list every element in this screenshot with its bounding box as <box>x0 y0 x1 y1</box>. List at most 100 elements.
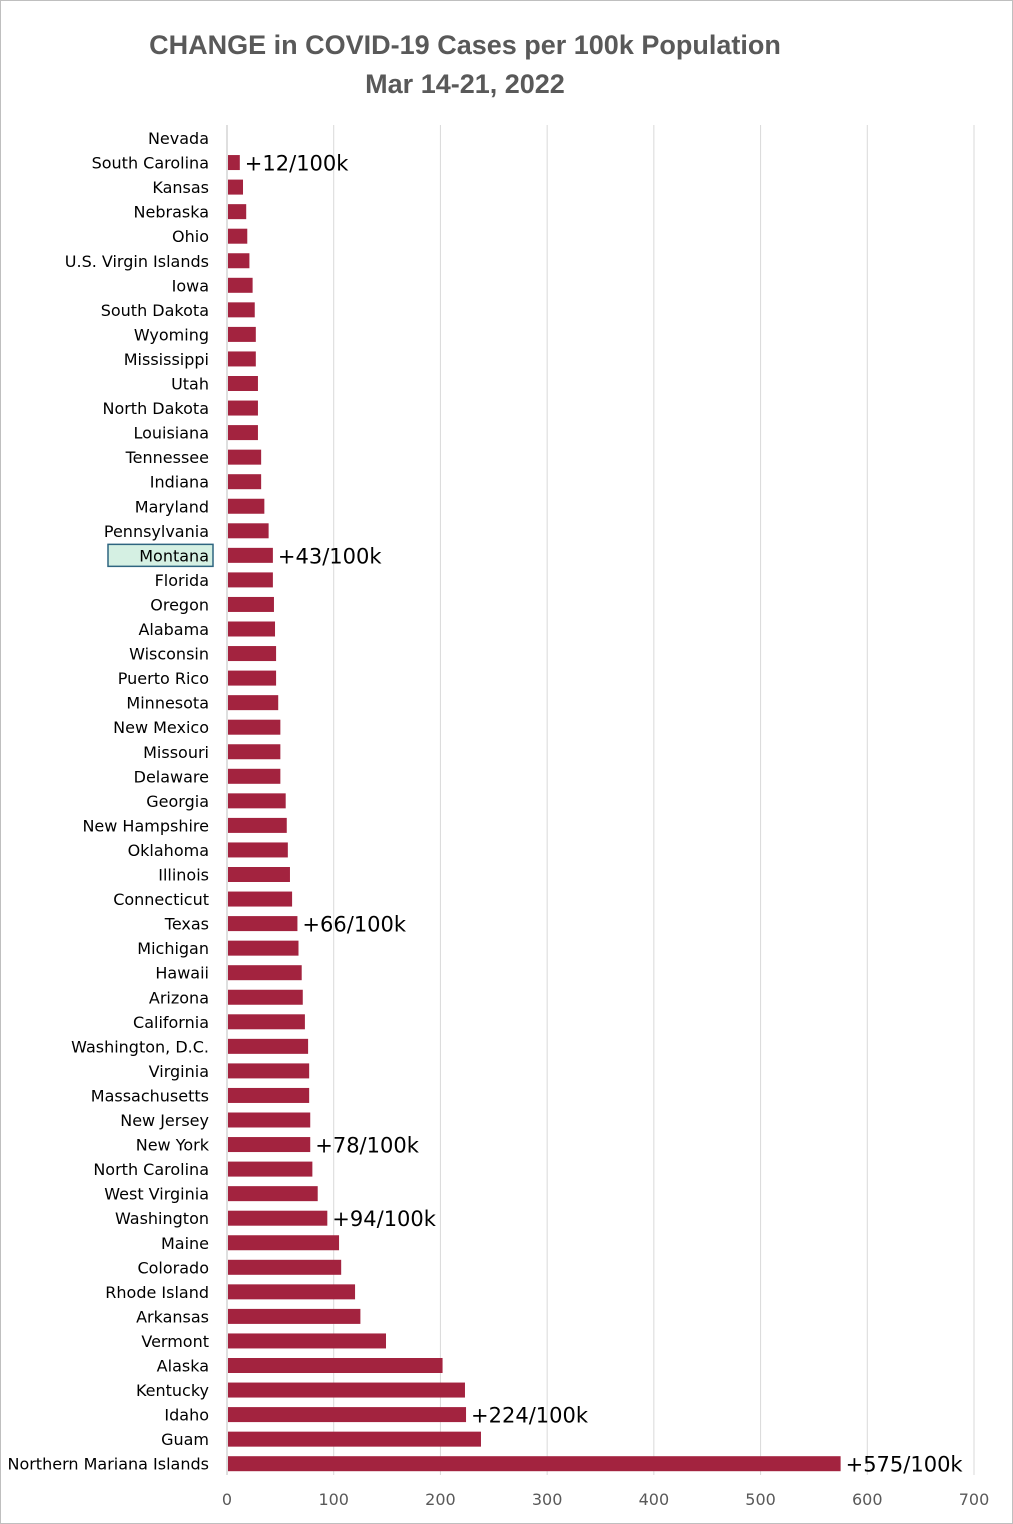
bar-utah <box>228 376 258 391</box>
bar-washington <box>228 1210 328 1226</box>
chart-title: CHANGE in COVID-19 Cases per 100k Popula… <box>149 30 781 60</box>
category-label-vermont: Vermont <box>141 1332 209 1351</box>
bar-northern-mariana-islands <box>228 1456 841 1472</box>
category-label-new-york: New York <box>136 1136 210 1155</box>
x-tick-label-200: 200 <box>425 1490 456 1509</box>
category-label-rhode-island: Rhode Island <box>105 1283 209 1302</box>
category-label-kansas: Kansas <box>152 178 209 197</box>
data-label-texas: +66/100k <box>302 913 406 937</box>
bar-oklahoma <box>228 842 288 858</box>
category-label-hawaii: Hawaii <box>155 964 209 983</box>
bar-tennessee <box>228 449 262 465</box>
category-label-minnesota: Minnesota <box>126 694 209 713</box>
category-label-guam: Guam <box>161 1430 209 1449</box>
bar-kansas <box>228 179 244 195</box>
bar-puerto-rico <box>228 670 277 686</box>
category-label-texas: Texas <box>164 915 209 934</box>
gridlines <box>226 125 975 1475</box>
category-label-mississippi: Mississippi <box>124 350 209 369</box>
category-label-michigan: Michigan <box>137 939 209 958</box>
bar-new-jersey <box>228 1112 311 1128</box>
chart-subtitle: Mar 14-21, 2022 <box>365 69 565 99</box>
x-tick-label-700: 700 <box>959 1490 990 1509</box>
bar-montana <box>228 547 273 563</box>
bar-wisconsin <box>228 646 277 662</box>
bar-vermont <box>228 1333 387 1349</box>
data-label-south-carolina: +12/100k <box>245 152 349 176</box>
category-label-oregon: Oregon <box>150 595 209 614</box>
category-label-north-carolina: North Carolina <box>93 1160 209 1179</box>
bar-virginia <box>228 1063 310 1079</box>
bar-illinois <box>228 867 290 882</box>
category-label-massachusetts: Massachusetts <box>91 1086 209 1105</box>
category-label-new-mexico: New Mexico <box>113 718 209 737</box>
category-label-iowa: Iowa <box>172 276 209 295</box>
category-label-missouri: Missouri <box>143 743 209 762</box>
bar-michigan <box>228 940 299 956</box>
category-label-florida: Florida <box>155 571 209 590</box>
bar-florida <box>228 572 273 588</box>
category-label-west-virginia: West Virginia <box>104 1185 209 1204</box>
category-label-utah: Utah <box>171 375 209 394</box>
category-label-idaho: Idaho <box>164 1406 209 1425</box>
bar-new-york <box>228 1137 311 1153</box>
bar-arizona <box>228 989 303 1005</box>
category-label-louisiana: Louisiana <box>133 424 209 443</box>
category-label-nebraska: Nebraska <box>134 203 209 222</box>
bar-maryland <box>228 498 265 514</box>
bar-maine <box>228 1235 340 1251</box>
category-label-colorado: Colorado <box>137 1258 209 1277</box>
bar-alabama <box>228 621 276 637</box>
category-label-tennessee: Tennessee <box>125 448 209 467</box>
data-label-northern-mariana-islands: +575/100k <box>846 1453 964 1477</box>
bars <box>228 155 841 1472</box>
bar-arkansas <box>228 1308 361 1324</box>
category-label-alabama: Alabama <box>138 620 209 639</box>
bar-idaho <box>228 1407 467 1423</box>
bar-north-carolina <box>228 1161 313 1177</box>
category-label-connecticut: Connecticut <box>113 890 209 909</box>
category-labels: Nevada South Carolina Kansas Nebraska Ohio U.… <box>7 129 209 1474</box>
bar-connecticut <box>228 891 293 907</box>
category-label-montana: Montana <box>139 546 209 565</box>
category-label-california: California <box>133 1013 209 1032</box>
bar-mississippi <box>228 351 256 367</box>
x-tick-label-300: 300 <box>532 1490 563 1509</box>
category-label-south-dakota: South Dakota <box>101 301 209 320</box>
category-label-wisconsin: Wisconsin <box>129 645 209 664</box>
category-label-new-hampshire: New Hampshire <box>82 816 209 835</box>
x-tick-label-0: 0 <box>222 1490 232 1509</box>
x-axis-ticks: 0 100 200 300 400 500 600 700 <box>222 1490 989 1509</box>
bar-kentucky <box>228 1382 465 1398</box>
x-tick-label-500: 500 <box>745 1490 776 1509</box>
bar-pennsylvania <box>228 523 269 539</box>
bar-missouri <box>228 744 281 760</box>
bar-washington-d-c <box>228 1038 309 1054</box>
bar-alaska <box>228 1358 443 1373</box>
bar-north-dakota <box>228 400 258 416</box>
category-label-maryland: Maryland <box>135 497 209 516</box>
category-label-georgia: Georgia <box>146 792 209 811</box>
highlight-layer <box>107 543 214 568</box>
category-label-puerto-rico: Puerto Rico <box>118 669 209 688</box>
bar-south-dakota <box>228 302 255 318</box>
data-labels: +12/100k +43/100k +66/100k +78/100k +94/100k… <box>245 152 964 1477</box>
x-tick-label-600: 600 <box>852 1490 883 1509</box>
bar-west-virginia <box>228 1186 318 1202</box>
bar-indiana <box>228 474 262 490</box>
category-label-alaska: Alaska <box>157 1357 209 1376</box>
category-label-kentucky: Kentucky <box>136 1381 209 1400</box>
category-label-wyoming: Wyoming <box>134 325 209 344</box>
category-label-maine: Maine <box>161 1234 209 1253</box>
category-label-indiana: Indiana <box>150 473 209 492</box>
category-label-south-carolina: South Carolina <box>92 154 209 173</box>
bar-texas <box>228 916 298 932</box>
category-label-nevada: Nevada <box>148 129 209 148</box>
data-label-washington: +94/100k <box>332 1207 436 1231</box>
x-tick-label-100: 100 <box>318 1490 349 1509</box>
data-label-new-york: +78/100k <box>315 1134 419 1158</box>
category-label-oklahoma: Oklahoma <box>128 841 209 860</box>
bar-colorado <box>228 1259 342 1275</box>
